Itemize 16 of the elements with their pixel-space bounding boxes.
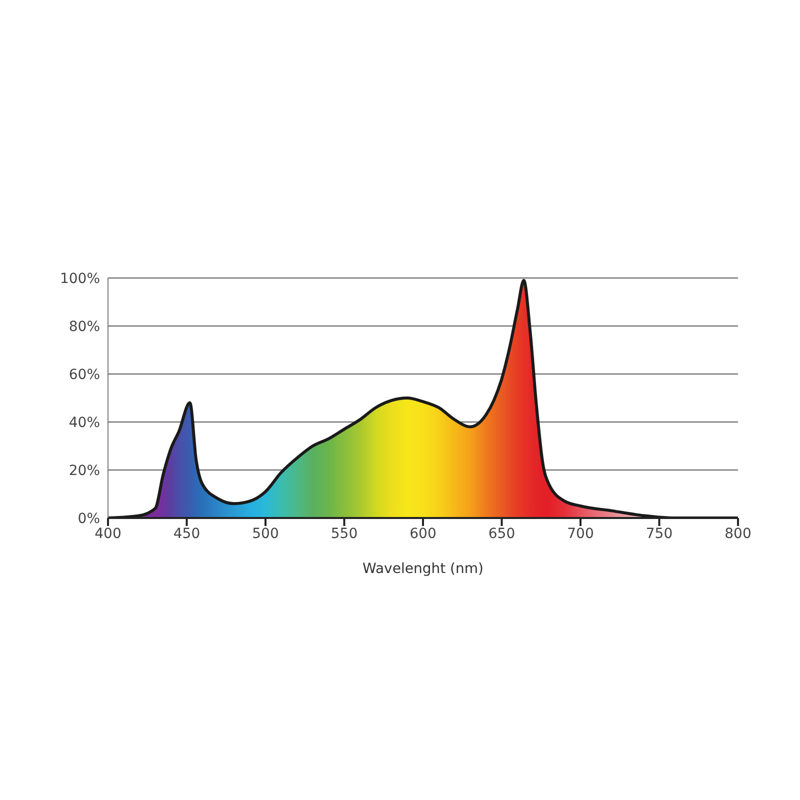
x-axis-title: Wavelenght (nm) (362, 561, 484, 577)
x-tick-label: 750 (646, 526, 673, 542)
x-tick-label: 450 (173, 526, 200, 542)
y-tick-label: 40% (68, 414, 100, 431)
y-tick-label: 60% (68, 366, 100, 383)
x-tick-label: 400 (94, 526, 122, 542)
x-tick-label: 600 (410, 526, 436, 542)
y-tick-label: 100% (60, 270, 100, 287)
x-tick-label: 700 (567, 526, 594, 542)
y-tick-label: 80% (68, 318, 100, 335)
x-tick-label: 500 (252, 526, 279, 542)
y-tick-label: 0% (78, 510, 100, 527)
x-tick-label: 800 (724, 526, 752, 542)
y-tick-label: 20% (68, 462, 100, 479)
x-tick-label: 550 (330, 526, 358, 542)
x-tick-label: 650 (488, 526, 516, 542)
